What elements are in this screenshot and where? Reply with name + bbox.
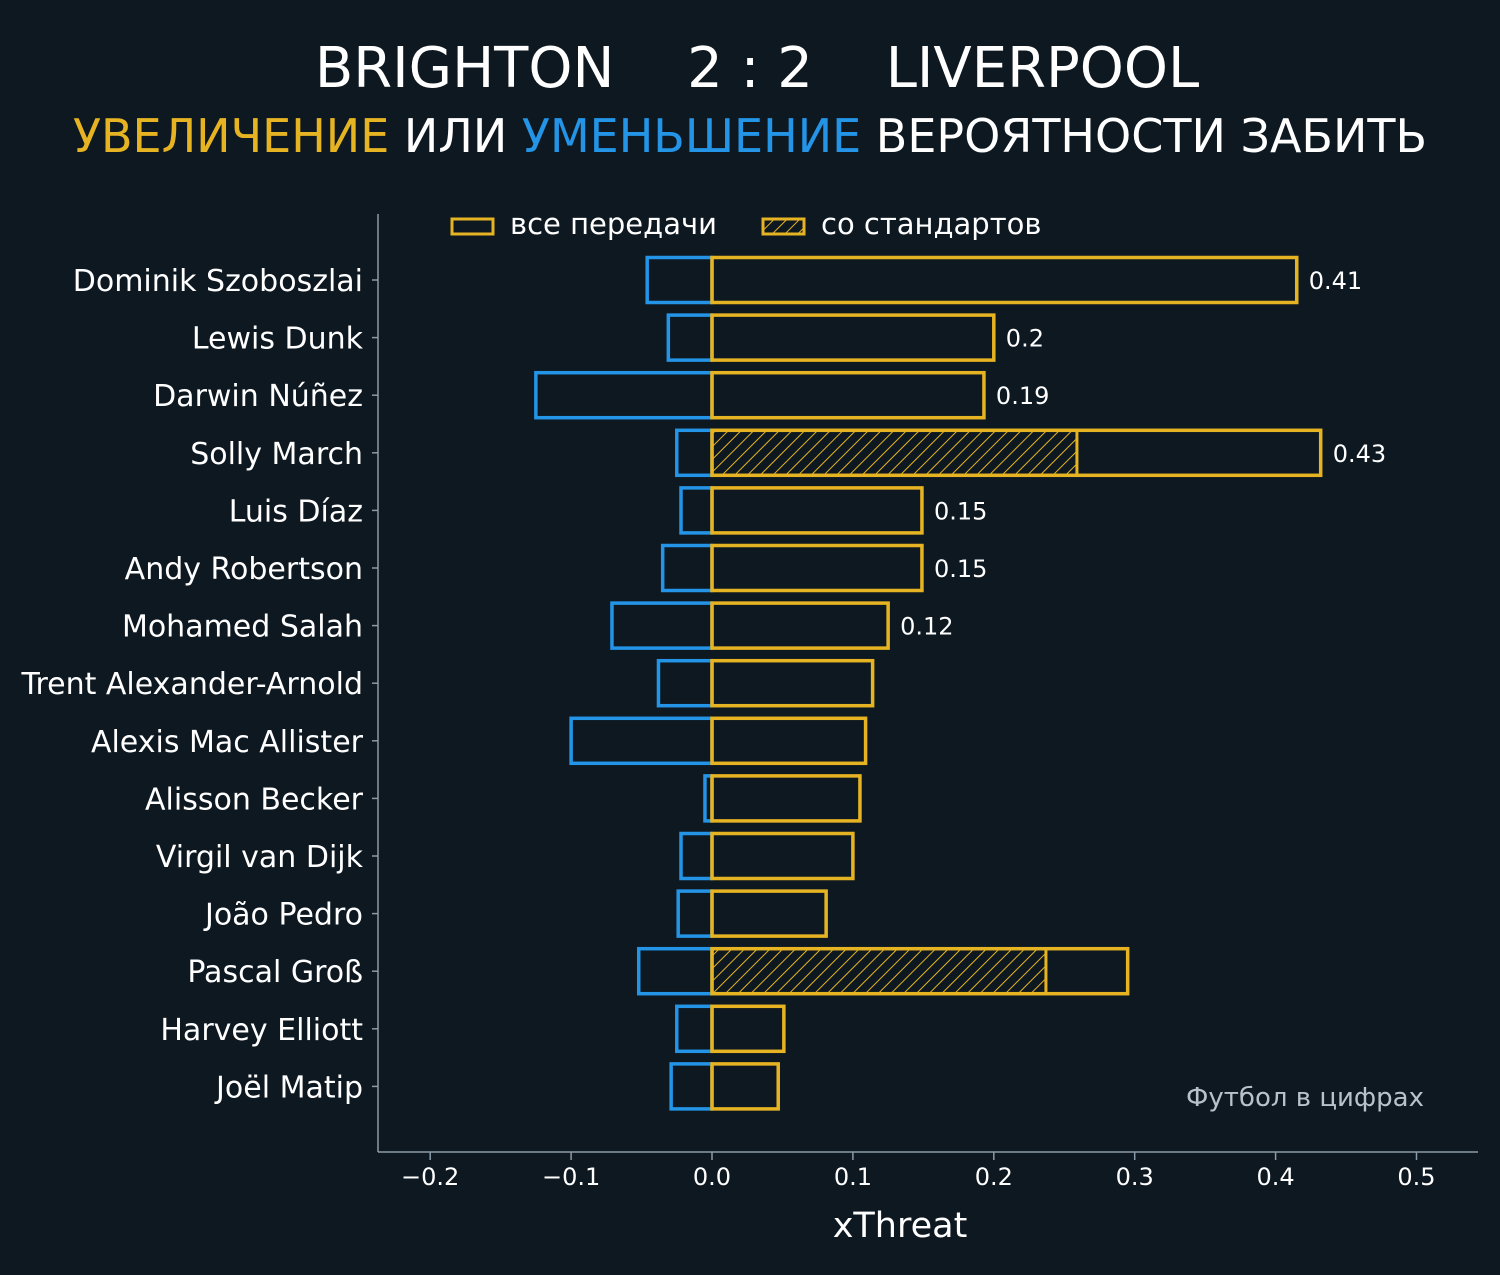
bar-positive [710,255,1299,305]
bar-negative [645,255,714,305]
bar-set-pieces [710,947,1048,996]
bar-negative [569,716,714,766]
match-title: BRIGHTON 2 : 2 LIVERPOOL [315,36,1199,101]
x-tick-label: 0.0 [693,1163,731,1191]
bar-negative [636,946,714,996]
bar-value-label: 0.15 [934,497,987,525]
bar-negative [675,1004,714,1054]
x-tick-label: 0.2 [975,1163,1013,1191]
match-score: 2 : 2 [687,36,813,101]
bar-negative [610,601,714,650]
bar-positive [710,1062,780,1111]
away-team: LIVERPOOL [886,36,1199,101]
bar-positive [710,486,924,535]
bar-negative [534,370,714,420]
bar-negative [666,313,714,362]
bar-positive [710,313,996,362]
subtitle-increase: УВЕЛИЧЕНИЕ [73,109,389,163]
bar-positive [710,716,868,766]
player-label: Harvey Elliott [160,1013,363,1048]
bars [534,255,1323,1111]
subtitle-rest: ВЕРОЯТНОСТИ ЗАБИТЬ [861,109,1427,163]
player-label: Joël Matip [214,1070,363,1105]
legend-label-set-pieces: со стандартов [821,207,1041,241]
bar-positive [710,831,855,881]
player-label: Dominik Szoboszlai [73,264,363,299]
bar-value-label: 0.41 [1309,267,1362,295]
bar-negative [679,831,714,881]
x-tick-label: −0.2 [401,1163,459,1191]
x-axis-label: xThreat [833,1206,968,1246]
player-label: Darwin Núñez [153,379,363,414]
x-tick-label: 0.3 [1116,1163,1154,1191]
legend-label-all-passes: все передачи [510,207,717,241]
y-axis-labels: Dominik Szoboszlai Lewis Dunk Darwin Núñez… [21,264,378,1105]
player-label: Luis Díaz [229,494,363,529]
player-label: Solly March [190,437,363,472]
bar-positive [710,601,890,650]
bar-value-label: 0.43 [1333,440,1386,468]
bar-positive [710,370,986,420]
home-team: BRIGHTON [315,36,615,101]
subtitle-or: ИЛИ [389,109,522,163]
x-tick-label: 0.1 [834,1163,872,1191]
watermark: Футбол в цифрах [1186,1083,1424,1113]
subtitle-decrease: УМЕНЬШЕНИЕ [522,109,861,163]
bar-negative [669,1062,714,1111]
bar-negative [675,428,714,478]
bar-negative [656,658,714,708]
legend-swatch-all-passes [450,217,495,236]
player-label: Mohamed Salah [122,610,363,645]
x-tick-label: 0.4 [1257,1163,1295,1191]
value-labels: 0.41 0.2 0.19 0.43 0.15 0.15 0.12 [900,267,1386,641]
player-label: Virgil van Dijk [156,840,364,875]
bar-value-label: 0.19 [996,382,1049,410]
player-label: João Pedro [203,898,363,933]
bar-value-label: 0.15 [934,555,987,583]
x-axis-ticks: −0.2 −0.1 0.0 0.1 0.2 0.3 0.4 0.5 [401,1152,1436,1191]
legend: все передачи со стандартов [450,207,1041,241]
bar-positive [710,428,1323,478]
bar-positive [710,774,862,823]
bar-negative [660,543,714,593]
player-label: Alexis Mac Allister [91,725,364,760]
player-label: Trent Alexander-Arnold [21,667,363,702]
bar-value-label: 0.12 [900,613,953,641]
bar-value-label: 0.2 [1006,325,1044,353]
bar-positive [710,543,924,593]
bar-positive [710,1004,786,1054]
bar-negative [676,889,714,938]
bar-negative [679,486,714,535]
bar-positive [710,889,828,938]
x-tick-label: −0.1 [542,1163,600,1191]
player-label: Pascal Groß [187,955,363,990]
x-tick-label: 0.5 [1397,1163,1435,1191]
bar-positive [710,658,875,708]
player-label: Lewis Dunk [192,322,364,357]
bar-positive [710,946,1130,996]
player-label: Andy Robertson [125,552,363,587]
bar-set-pieces [710,428,1079,477]
subtitle: УВЕЛИЧЕНИЕ ИЛИ УМЕНЬШЕНИЕ ВЕРОЯТНОСТИ ЗА… [73,109,1427,163]
player-label: Alisson Becker [145,782,364,817]
legend-swatch-set-pieces [761,217,806,236]
